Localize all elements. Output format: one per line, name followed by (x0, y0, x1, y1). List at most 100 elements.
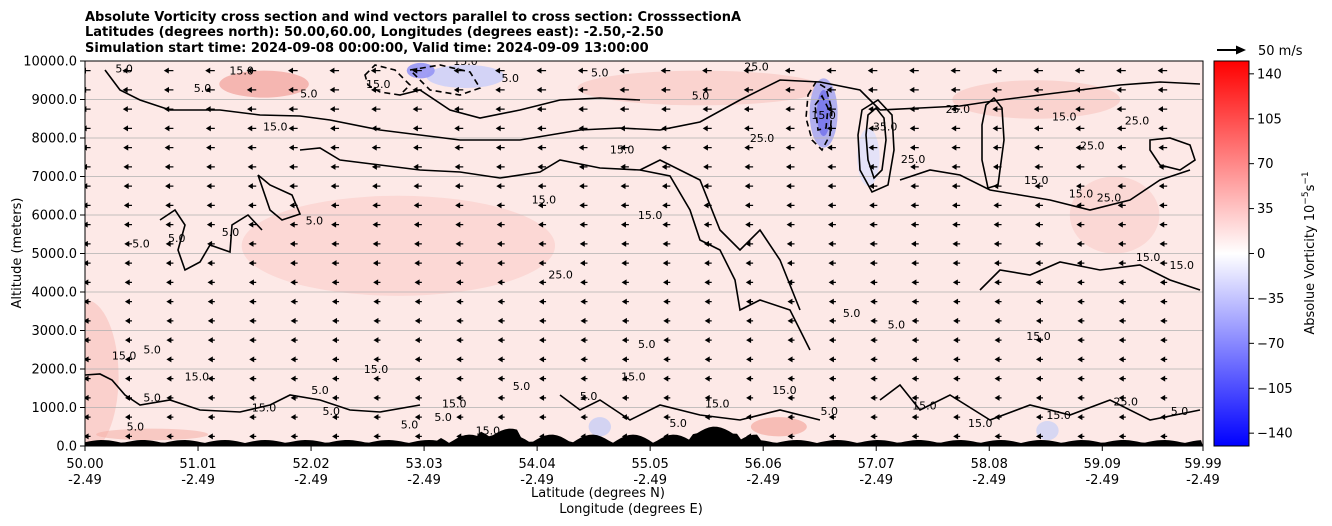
wind-vector (85, 260, 91, 267)
wind-vector-head (332, 356, 338, 363)
wind-vector (372, 221, 381, 228)
wind-vector-head (746, 394, 752, 401)
contour-label: 15.0 (811, 109, 836, 122)
wind-vector-head (953, 433, 959, 440)
wind-vector-head (579, 202, 585, 209)
wind-vector-head (413, 202, 419, 209)
wind-vector (994, 394, 1002, 401)
wind-vector-head (207, 337, 213, 344)
wind-vector (578, 86, 588, 93)
wind-vector-head (414, 317, 420, 324)
wind-vector-head (663, 279, 669, 286)
wind-vector (289, 183, 298, 190)
wind-vector (784, 67, 795, 74)
wind-vector (288, 67, 298, 74)
wind-vector (330, 202, 340, 209)
wind-vector-head (123, 183, 129, 190)
wind-vector (579, 221, 588, 228)
negative-vorticity-patch (426, 64, 505, 88)
wind-vector-head (785, 106, 791, 113)
wind-vector (909, 144, 919, 151)
contour-label: 5.0 (115, 63, 133, 76)
wind-vector (621, 375, 629, 382)
wind-vector-head (207, 433, 213, 440)
wind-vector-head (993, 183, 999, 190)
wind-vector-head (1118, 375, 1124, 382)
wind-vector (580, 337, 588, 344)
vorticity-patch (96, 428, 209, 441)
wind-vector (785, 163, 795, 170)
wind-vector-head (620, 183, 626, 190)
wind-vector (537, 144, 547, 151)
wind-vector (703, 163, 712, 170)
wind-vector-head (580, 356, 586, 363)
wind-vector (1075, 163, 1085, 170)
wind-vector (332, 414, 340, 421)
y-tick-label: 2000.0 (32, 363, 78, 378)
wind-vector-head (85, 414, 89, 421)
contour-labels: 5.05.015.05.015.015.015.05.0 5.05.025.015… (112, 61, 1194, 437)
wind-vector (619, 86, 629, 93)
wind-vector (163, 67, 174, 74)
wind-vector-head (993, 221, 999, 228)
wind-vector-head (249, 356, 255, 363)
wind-vector (1076, 183, 1085, 190)
wind-vector (124, 260, 133, 267)
wind-vector-head (911, 433, 917, 440)
wind-vector-head (580, 279, 586, 286)
wind-vector-head (1035, 317, 1041, 324)
wind-vector-head (85, 298, 89, 305)
wind-vector-head (745, 279, 751, 286)
wind-vector (910, 221, 919, 228)
wind-vector (744, 125, 754, 132)
wind-vector-head (1116, 106, 1122, 113)
wind-vector (1035, 298, 1043, 305)
wind-vector-head (1075, 144, 1081, 151)
wind-vector-head (911, 240, 917, 247)
wind-vector-head (372, 183, 378, 190)
x-axis-label: Latitude (degrees N) (531, 486, 665, 501)
contour-label: 25.0 (744, 61, 769, 74)
wind-vector (456, 433, 464, 440)
wind-vector (704, 317, 712, 324)
wind-vector (373, 298, 381, 305)
wind-vector (122, 106, 133, 113)
wind-vector-head (85, 337, 89, 344)
x-tick-label-lon: -2.49 (972, 473, 1006, 488)
wind-vector (787, 394, 795, 401)
wind-vector (497, 298, 505, 305)
wind-vector (247, 144, 257, 151)
wind-vector-head (951, 144, 957, 151)
wind-vector (207, 317, 215, 324)
wind-vector (372, 260, 381, 267)
wind-vector (331, 260, 340, 267)
wind-vector (994, 375, 1002, 382)
wind-vector-head (744, 202, 750, 209)
wind-vector-head (539, 433, 545, 440)
wind-vector-head (289, 202, 295, 209)
wind-vector-head (414, 298, 420, 305)
wind-vector-head (496, 240, 502, 247)
wind-vector (539, 337, 547, 344)
wind-vector (165, 202, 174, 209)
wind-vector (249, 337, 257, 344)
wind-vector (1118, 394, 1126, 401)
colorbar-tick-label: 35 (1257, 202, 1274, 217)
wind-vector (992, 144, 1002, 151)
wind-vector (993, 163, 1002, 170)
wind-vector-head (495, 125, 501, 132)
wind-vector (454, 125, 464, 132)
wind-vector (994, 317, 1002, 324)
wind-vector-head (125, 317, 131, 324)
wind-vector-head (704, 260, 710, 267)
wind-vector (164, 106, 174, 113)
wind-vector-head (704, 279, 710, 286)
wind-vector (1160, 298, 1168, 305)
wind-vector (621, 433, 629, 440)
wind-vector-head (621, 260, 627, 267)
wind-vector-head (785, 144, 791, 151)
wind-vector (206, 163, 215, 170)
wind-vector-head (1035, 221, 1041, 228)
contour-label: 15.0 (1136, 251, 1161, 264)
wind-vector (910, 163, 919, 170)
